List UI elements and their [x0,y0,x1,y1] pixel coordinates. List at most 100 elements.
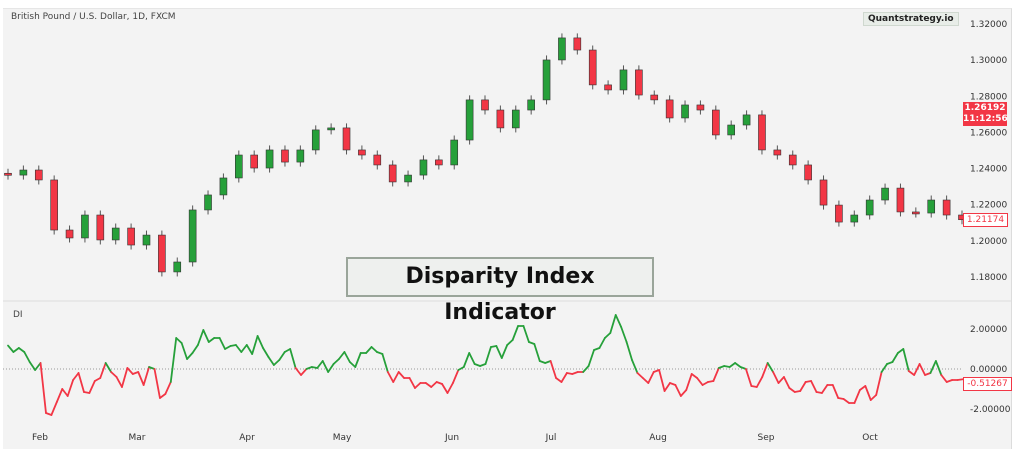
di-line-segment [956,378,964,381]
candle-body [696,104,705,111]
price-axis-tick: 1.20000 [970,237,1007,247]
di-line-segment [294,367,302,376]
candle-body [281,149,289,163]
di-line-segment [690,373,699,379]
time-axis-tick: Oct [862,433,878,443]
candle-body [788,154,797,166]
di-line-segment [45,412,53,416]
di-line-segment [907,370,916,376]
di-line-segment [587,349,595,367]
candle-body [127,227,135,246]
candle-body [758,114,766,151]
di-line-segment [348,361,357,368]
di-value-tag: -0.51267 [963,377,1012,391]
di-line-segment [386,371,395,383]
di-line-segment [272,359,281,366]
di-line-segment [685,373,693,391]
di-line-segment [283,348,292,353]
di-line-segment [446,382,454,394]
di-line-segment [728,362,737,368]
di-line-segment [61,388,69,397]
di-line-segment [23,351,31,363]
di-line-segment [647,371,655,384]
di-line-segment [7,344,15,353]
di-line-segment [934,360,943,376]
time-axis-tick: Sep [758,433,775,443]
di-line-segment [571,371,579,375]
candle-body [619,69,628,91]
di-line-segment [522,325,530,343]
di-line-segment [528,341,536,345]
di-line-segment [99,362,107,379]
di-line-segment [544,360,552,364]
di-line-segment [696,377,704,386]
di-line-segment [207,337,216,343]
di-line-segment [674,384,682,397]
di-line-segment [712,367,720,382]
candle-body [865,199,874,216]
candle-body [158,234,166,273]
candle-body [142,234,151,246]
di-line-segment [842,398,850,404]
di-line-segment [766,362,774,373]
time-axis-tick: May [333,433,352,443]
candle-body [250,154,258,169]
candle-body [511,109,520,129]
di-line-segment [316,360,324,369]
di-line-segment [262,347,270,358]
di-line-segment [229,344,237,347]
candle-body [527,99,535,111]
di-line-segment [148,366,156,370]
di-line-segment [669,382,677,386]
di-line-segment [267,356,275,366]
candle-body [681,104,689,119]
candle-body [742,114,751,126]
di-line-segment [886,361,894,365]
brand-watermark: Quantstrategy.io [863,12,959,26]
candle-body [235,154,243,179]
di-line-segment [663,382,671,392]
candle-body [635,69,643,96]
di-line-segment [598,337,606,349]
di-line-segment [343,351,351,363]
candle-body [388,164,397,183]
candle-body [650,94,659,101]
di-pane-label: DI [13,310,23,320]
close-price-tag: 1.21174 [963,213,1008,227]
di-line-segment [891,352,899,363]
di-line-segment [745,368,753,387]
candle-body [573,37,582,51]
di-line-segment [441,383,449,394]
candle-body [188,209,197,263]
di-axis-tick: 0.00000 [970,365,1007,375]
di-line-segment [72,372,80,381]
candle-body [912,211,920,215]
di-line-segment [164,381,172,395]
di-line-segment [777,376,785,384]
di-line-segment [354,352,362,368]
di-line-segment [430,381,438,388]
di-line-segment [609,314,617,334]
di-line-segment [305,366,313,370]
di-line-segment [815,391,823,394]
di-line-segment [66,379,75,397]
candle-body [588,49,597,86]
di-line-segment [869,394,878,401]
candle-body [4,172,12,176]
candle-body [358,149,366,156]
di-line-segment [159,393,167,399]
candle-body [19,169,28,176]
di-line-segment [560,372,568,383]
di-line-segment [414,382,422,389]
di-line-segment [365,346,373,354]
candle-body [773,149,782,156]
candle-body [204,194,212,211]
di-line-segment [810,380,818,393]
di-line-segment [783,376,791,389]
di-line-segment [457,366,465,371]
candle-body [881,187,889,201]
di-line-segment [701,381,709,386]
di-line-segment [256,335,264,349]
candle-body [712,109,720,136]
